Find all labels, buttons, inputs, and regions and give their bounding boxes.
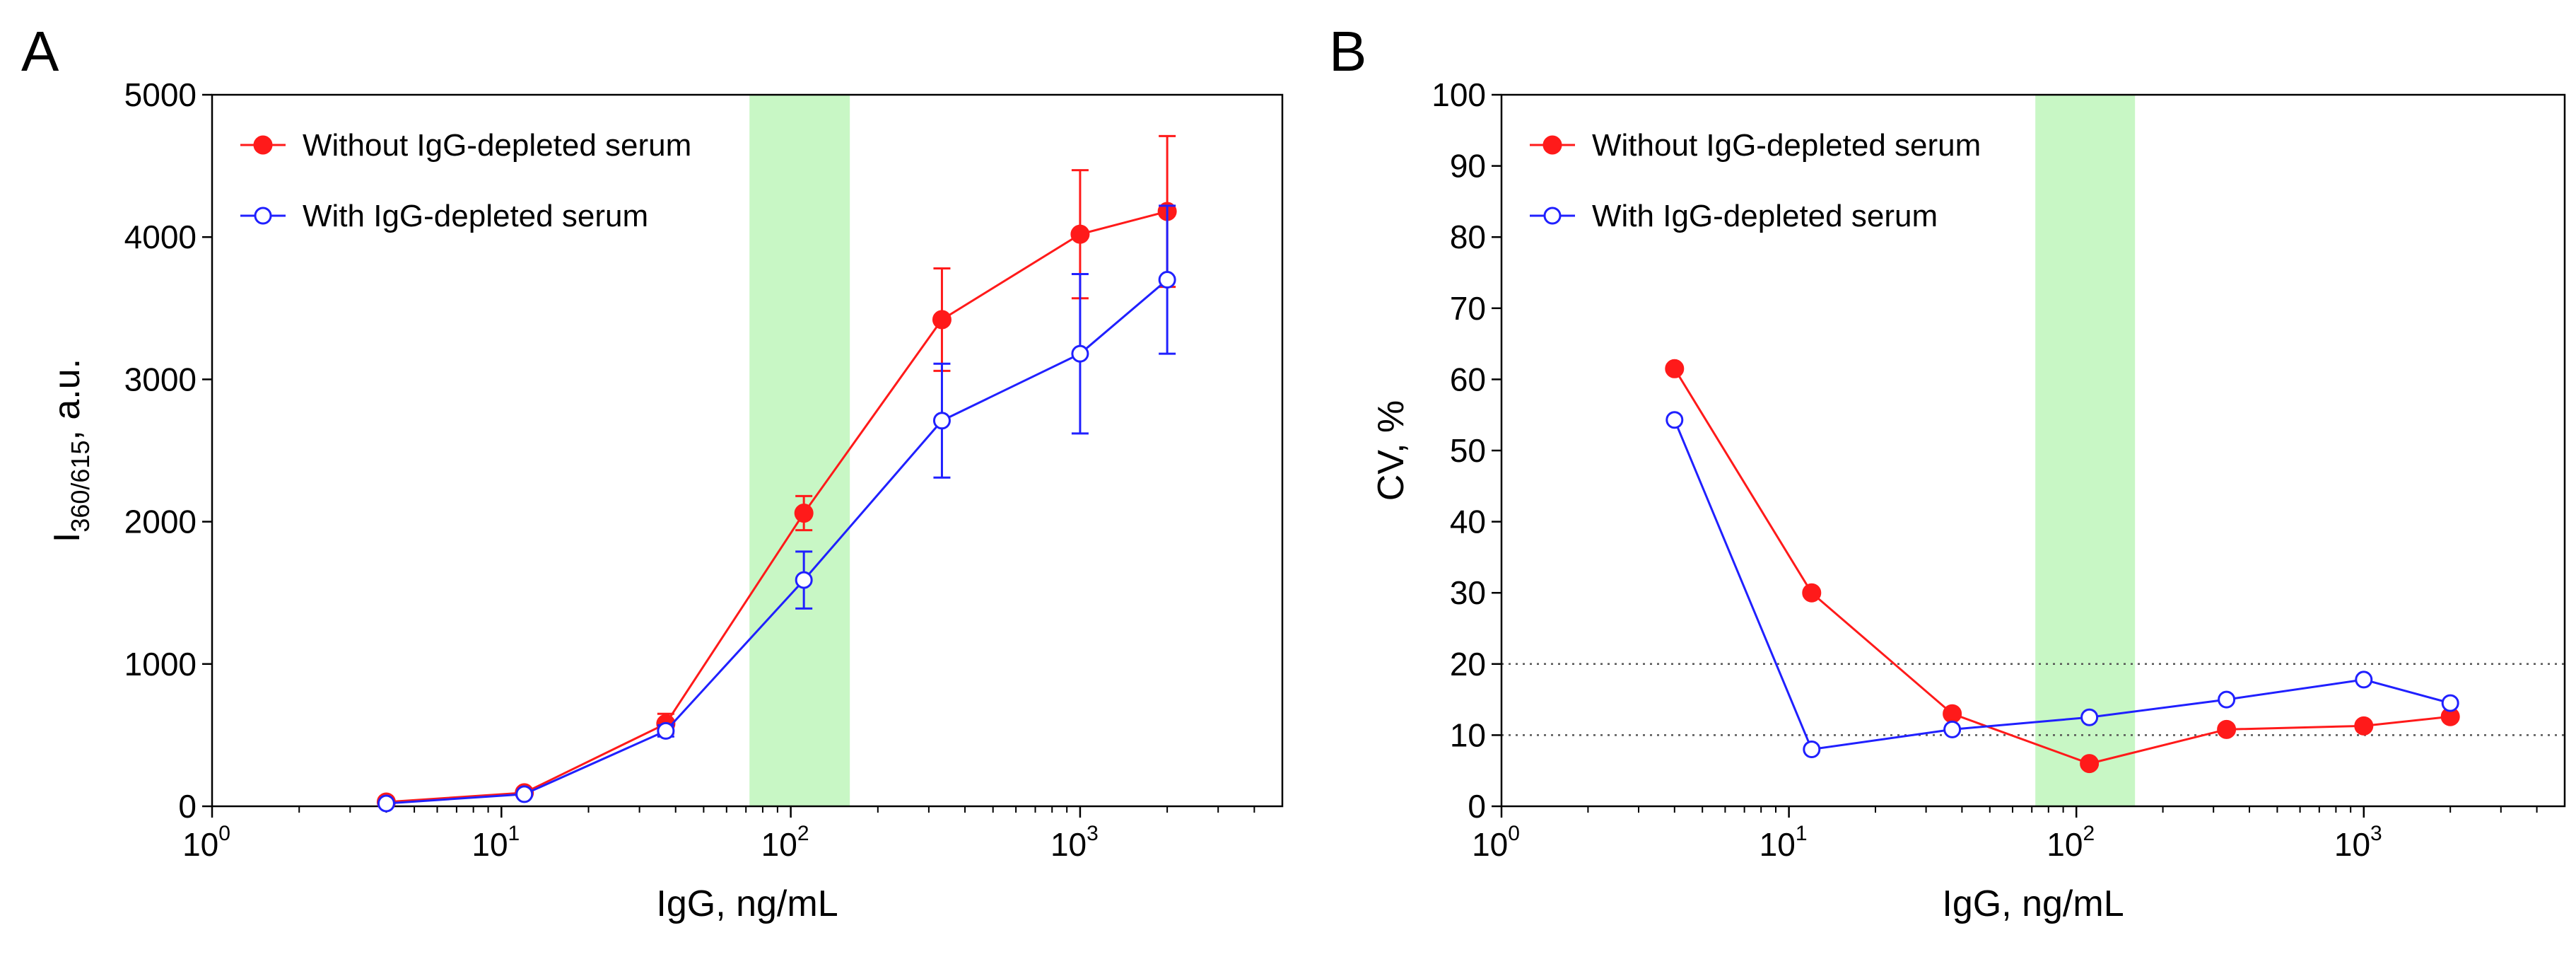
data-point [795, 571, 813, 589]
data-point [2355, 670, 2373, 689]
x-axis-label: IgG, ng/mL [656, 883, 838, 924]
data-point [515, 785, 534, 803]
x-tick-label: 102 [761, 822, 809, 863]
data-point [2217, 719, 2237, 739]
data-point [657, 721, 675, 740]
y-axis-label-suffix: , a.u. [47, 359, 88, 441]
data-point [1943, 704, 1962, 724]
x-axis-label: IgG, ng/mL [1942, 883, 2124, 924]
y-tick-label: 0 [1468, 788, 1486, 825]
x-tick-exponent: 2 [2083, 822, 2095, 845]
x-tick-label: 101 [472, 822, 520, 863]
data-point [1802, 583, 1822, 603]
y-tick-label: 40 [1450, 504, 1486, 540]
legend-marker [254, 207, 272, 225]
y-tick-label: 100 [1432, 76, 1486, 113]
x-tick-label: 103 [2334, 822, 2382, 863]
x-tick-label: 101 [1760, 822, 1808, 863]
data-point [932, 310, 952, 330]
y-tick-label: 2000 [124, 504, 197, 540]
highlight-band [2035, 95, 2136, 806]
x-tick-label: 102 [2047, 822, 2095, 863]
y-tick-label: 1000 [124, 646, 197, 683]
y-tick-label: 20 [1450, 646, 1486, 683]
y-axis-label: I360/615, a.u. [47, 359, 95, 542]
y-tick-label: 50 [1450, 432, 1486, 469]
x-tick-label: 100 [182, 822, 230, 863]
legend-label: With IgG-depleted serum [303, 199, 648, 233]
y-tick-label: 3000 [124, 361, 197, 397]
legend-label: Without IgG-depleted serum [303, 128, 691, 163]
y-tick-label: 80 [1450, 219, 1486, 255]
x-tick-exponent: 0 [1508, 822, 1520, 845]
x-tick-label: 100 [1472, 822, 1520, 863]
y-axis-label-main: CV, % [1371, 400, 1412, 501]
data-point [932, 412, 951, 430]
x-tick-exponent: 2 [797, 822, 809, 845]
data-point [2218, 690, 2236, 709]
y-tick-label: 5000 [124, 76, 197, 113]
data-point [1943, 720, 1962, 738]
y-axis-label: CV, % [1371, 400, 1412, 501]
data-point [2080, 708, 2099, 726]
y-tick-label: 70 [1450, 290, 1486, 327]
y-tick-label: 90 [1450, 148, 1486, 185]
data-point [1665, 359, 1685, 378]
y-axis-label-main: I [47, 533, 88, 542]
plot-frame [211, 93, 1284, 808]
y-tick-label: 10 [1450, 716, 1486, 753]
data-point [1071, 344, 1089, 363]
legend-marker [253, 135, 273, 155]
data-point [377, 794, 395, 813]
x-tick-exponent: 3 [2370, 822, 2382, 845]
y-tick-label: 60 [1450, 361, 1486, 397]
x-tick-label: 103 [1050, 822, 1099, 863]
data-point [1803, 741, 1821, 759]
legend-label: Without IgG-depleted serum [1592, 128, 1981, 163]
data-point [1665, 411, 1684, 429]
data-point [1070, 224, 1090, 244]
x-tick-exponent: 3 [1087, 822, 1099, 845]
legend-label: With IgG-depleted serum [1592, 199, 1938, 233]
highlight-band [749, 95, 850, 806]
x-tick-exponent: 0 [218, 822, 230, 845]
data-point [2441, 694, 2459, 712]
y-tick-label: 4000 [124, 219, 197, 255]
y-axis-label-subscript: 360/615 [66, 441, 95, 533]
x-tick-exponent: 1 [1796, 822, 1808, 845]
legend-marker [1543, 207, 1562, 225]
panel-letter: B [1329, 20, 1366, 83]
legend-marker [1542, 135, 1562, 155]
y-tick-label: 30 [1450, 574, 1486, 611]
data-point [1158, 271, 1176, 289]
y-tick-label: 0 [178, 788, 197, 825]
x-tick-exponent: 1 [508, 822, 520, 845]
data-point [2354, 716, 2374, 736]
data-point [794, 504, 814, 523]
data-point [2080, 754, 2100, 774]
panel-letter: A [21, 20, 59, 83]
